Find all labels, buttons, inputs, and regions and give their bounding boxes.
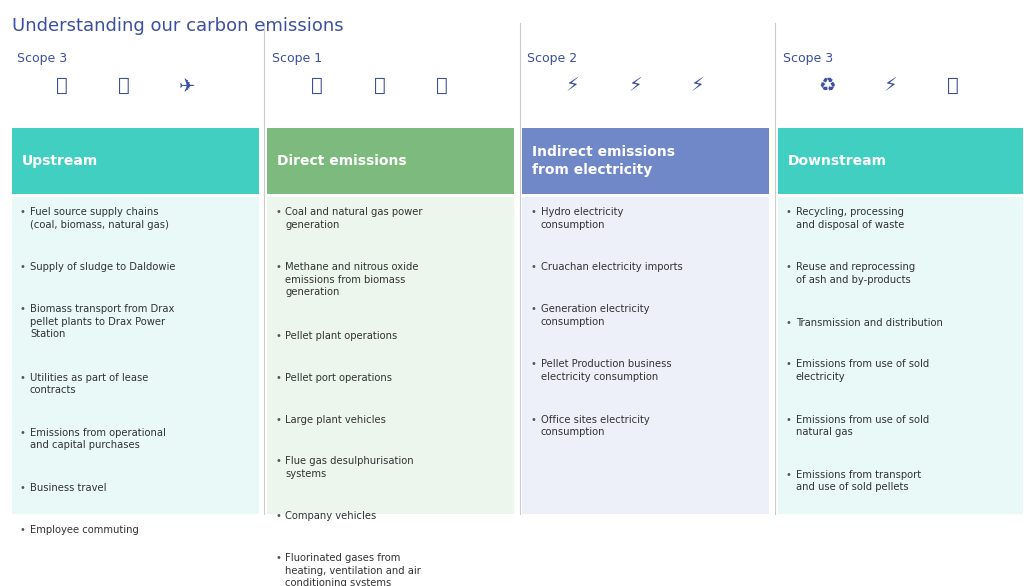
Text: Scope 1: Scope 1 [272,52,323,64]
Text: 🚚: 🚚 [374,76,385,96]
Text: 🚶: 🚶 [436,76,447,96]
Text: Emissions from transport
and use of sold pellets: Emissions from transport and use of sold… [796,469,921,492]
Text: •: • [530,304,537,314]
Text: Transmission and distribution: Transmission and distribution [796,318,943,328]
Text: Direct emissions: Direct emissions [278,154,407,168]
Text: ♻: ♻ [819,76,837,96]
Text: Large plant vehicles: Large plant vehicles [286,414,386,424]
Text: •: • [275,207,281,217]
Text: Utilities as part of lease
contracts: Utilities as part of lease contracts [30,373,148,395]
Text: ⚡: ⚡ [690,76,705,96]
Text: •: • [275,512,281,522]
Text: Pellet port operations: Pellet port operations [286,373,392,383]
Text: Emissions from operational
and capital purchases: Emissions from operational and capital p… [30,428,166,450]
FancyBboxPatch shape [777,128,1024,194]
Text: Office sites electricity
consumption: Office sites electricity consumption [541,414,649,437]
Text: Methane and nitrous oxide
emissions from biomass
generation: Methane and nitrous oxide emissions from… [286,263,419,297]
Text: •: • [785,359,792,369]
FancyBboxPatch shape [777,197,1024,513]
Text: •: • [785,207,792,217]
Text: •: • [275,553,281,563]
Text: •: • [19,483,26,493]
Text: •: • [275,414,281,424]
Text: •: • [19,304,26,314]
Text: •: • [530,359,537,369]
Text: •: • [275,263,281,272]
Text: ⛴: ⛴ [55,76,68,96]
Text: Pellet Production business
electricity consumption: Pellet Production business electricity c… [541,359,671,382]
Text: Downstream: Downstream [787,154,887,168]
Text: •: • [785,318,792,328]
Text: •: • [275,456,281,466]
Text: ⚡: ⚡ [565,76,580,96]
FancyBboxPatch shape [11,197,259,513]
Text: •: • [19,263,26,272]
Text: Emissions from use of sold
electricity: Emissions from use of sold electricity [796,359,929,382]
FancyBboxPatch shape [267,128,514,194]
Text: •: • [275,331,281,341]
Text: Fluorinated gases from
heating, ventilation and air
conditioning systems: Fluorinated gases from heating, ventilat… [286,553,421,586]
Text: 🏢: 🏢 [947,76,958,96]
Text: Upstream: Upstream [22,154,98,168]
Text: •: • [530,207,537,217]
FancyBboxPatch shape [11,128,259,194]
Text: ⚡: ⚡ [628,76,642,96]
Text: Generation electricity
consumption: Generation electricity consumption [541,304,649,326]
Text: Cruachan electricity imports: Cruachan electricity imports [541,263,682,272]
Text: Scope 3: Scope 3 [782,52,833,64]
Text: •: • [19,373,26,383]
Text: •: • [785,469,792,480]
FancyBboxPatch shape [267,197,514,513]
Text: •: • [530,414,537,424]
Text: •: • [19,207,26,217]
Text: •: • [19,428,26,438]
Text: •: • [19,525,26,535]
Text: 🚚: 🚚 [119,76,130,96]
Text: Scope 2: Scope 2 [527,52,578,64]
Text: Understanding our carbon emissions: Understanding our carbon emissions [11,17,343,35]
Text: ⛏: ⛏ [311,76,323,96]
Text: •: • [785,263,792,272]
Text: •: • [530,263,537,272]
Text: Fuel source supply chains
(coal, biomass, natural gas): Fuel source supply chains (coal, biomass… [30,207,169,230]
Text: Coal and natural gas power
generation: Coal and natural gas power generation [286,207,423,230]
Text: Company vehicles: Company vehicles [286,512,377,522]
Text: Scope 3: Scope 3 [16,52,67,64]
Text: ✈: ✈ [178,76,195,96]
Text: Pellet plant operations: Pellet plant operations [286,331,397,341]
Text: •: • [785,414,792,424]
Text: Indirect emissions
from electricity: Indirect emissions from electricity [532,145,676,178]
Text: Flue gas desulphurisation
systems: Flue gas desulphurisation systems [286,456,414,479]
Text: Supply of sludge to Daldowie: Supply of sludge to Daldowie [30,263,175,272]
Text: Recycling, processing
and disposal of waste: Recycling, processing and disposal of wa… [796,207,904,230]
Text: •: • [275,373,281,383]
Text: Emissions from use of sold
natural gas: Emissions from use of sold natural gas [796,414,929,437]
Text: Biomass transport from Drax
pellet plants to Drax Power
Station: Biomass transport from Drax pellet plant… [30,304,174,339]
Text: ⚡: ⚡ [884,76,897,96]
Text: Employee commuting: Employee commuting [30,525,139,535]
FancyBboxPatch shape [522,128,769,194]
FancyBboxPatch shape [522,197,769,513]
Text: Business travel: Business travel [30,483,106,493]
Text: Reuse and reprocessing
of ash and by-products: Reuse and reprocessing of ash and by-pro… [796,263,915,285]
Text: Hydro electricity
consumption: Hydro electricity consumption [541,207,623,230]
